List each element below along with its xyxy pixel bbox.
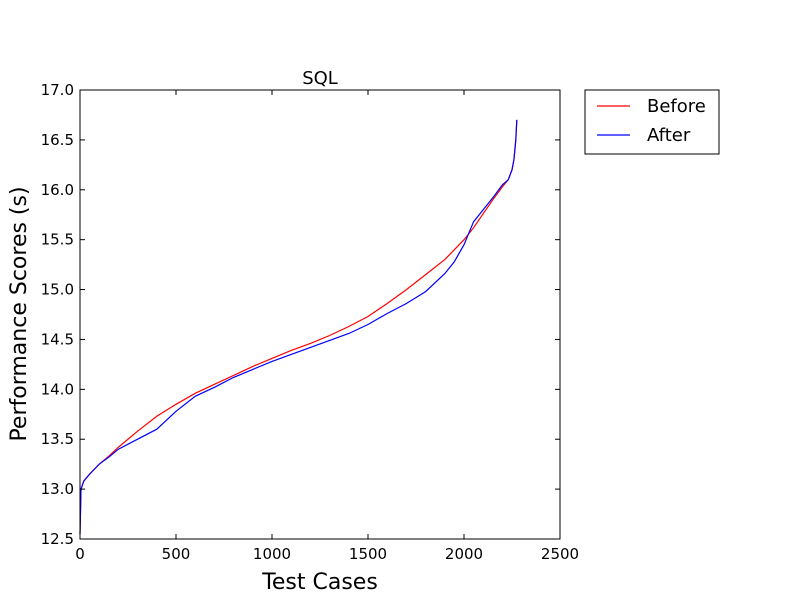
x-tick-label: 500 [162, 545, 191, 563]
x-tick-label: 1000 [253, 545, 291, 563]
y-tick-label: 14.0 [41, 380, 74, 398]
legend-items: Before After [597, 96, 706, 146]
y-tick-label: 13.5 [41, 430, 74, 448]
y-tick-label: 16.5 [41, 131, 74, 149]
legend-label-after: After [647, 125, 691, 146]
x-axis-title: Test Cases [261, 570, 378, 595]
y-tick-label: 13.0 [41, 480, 74, 498]
y-tick-label: 14.5 [41, 330, 74, 348]
legend-label-before: Before [647, 96, 706, 117]
plot-frame [79, 89, 561, 540]
plot-area: 0 500 1000 1500 2000 2500 12.5 13.0 13.5 14.0 14.… [41, 81, 580, 563]
y-axis-title: Performance Scores (s) [7, 186, 32, 441]
series-line-before [79, 119, 518, 535]
series-layer [79, 119, 518, 535]
x-tick-label: 1500 [349, 545, 387, 563]
y-tick-label: 16.0 [41, 181, 74, 199]
series-line-after [79, 119, 518, 535]
x-tick-label: 2500 [541, 545, 579, 563]
y-tick-label: 12.5 [41, 530, 74, 548]
y-tick-label: 15.5 [41, 231, 74, 249]
chart-title: SQL [302, 68, 338, 89]
legend-box [584, 89, 720, 155]
y-tick-label: 17.0 [41, 81, 74, 99]
x-tick-label: 2000 [445, 545, 483, 563]
y-axis-ticks: 12.5 13.0 13.5 14.0 14.5 15.0 15.5 16.0 16.5 17.0 [41, 81, 560, 548]
legend: Before After [584, 89, 720, 155]
y-tick-label: 15.0 [41, 281, 74, 299]
x-tick-label: 0 [75, 545, 85, 563]
x-axis-ticks: 0 500 1000 1500 2000 2500 [75, 90, 579, 563]
